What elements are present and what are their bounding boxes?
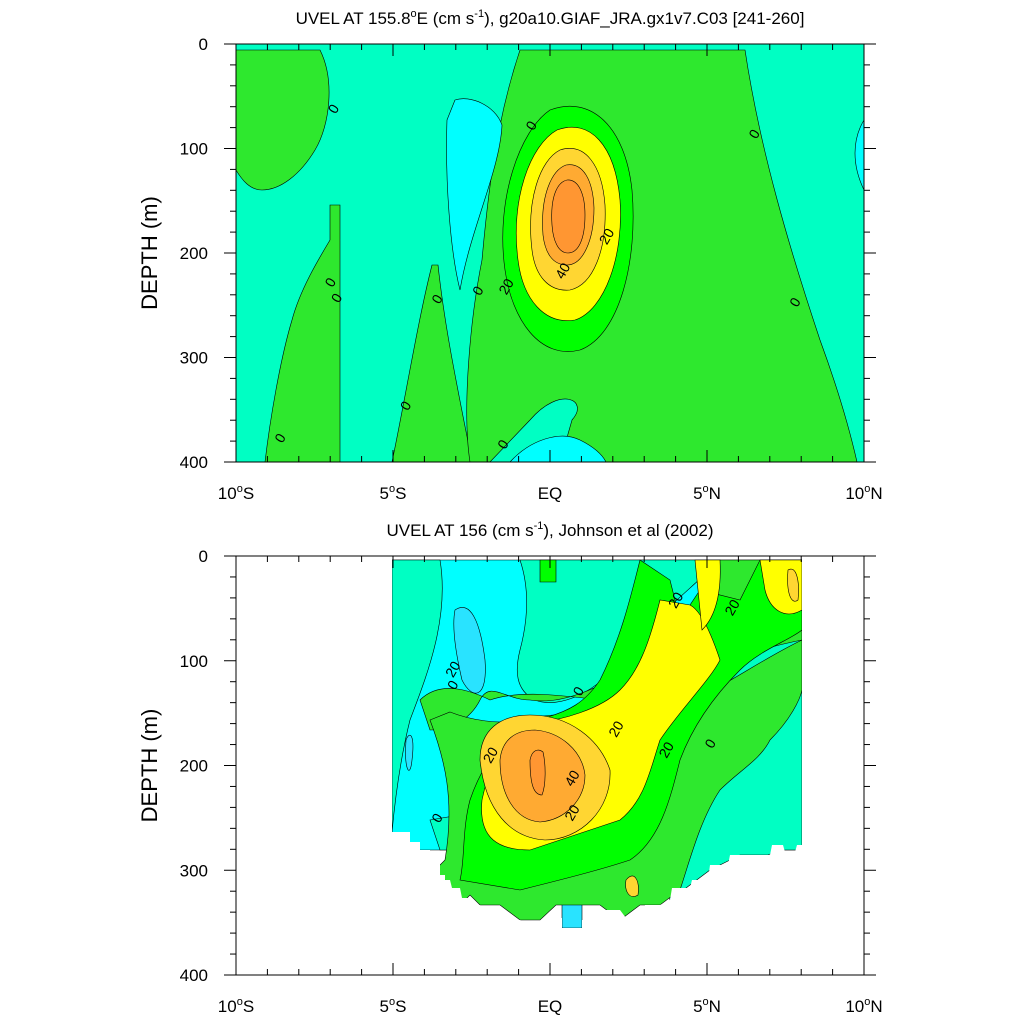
contour-region <box>509 435 607 463</box>
y-tick-label: 400 <box>180 966 208 985</box>
missing-data-mask <box>802 556 864 975</box>
y-tick-label: 100 <box>180 140 208 159</box>
x-axis: 10oS 5oS EQ 5oN 10oN <box>218 44 883 503</box>
contour-label: 20 <box>480 744 502 766</box>
y-tick-label: 200 <box>180 757 208 776</box>
contour-label: 20 <box>665 589 687 611</box>
chart-title: UVEL AT 155.8oE (cm s-1), g20a10.GIAF_JR… <box>296 8 805 28</box>
contour-region <box>787 568 799 602</box>
x-axis: 10oS 5oS EQ 5oN 10oN <box>218 556 883 1016</box>
x-tick-label: 10oN <box>845 996 882 1016</box>
x-tick-label: 5oS <box>380 483 407 503</box>
contour-region <box>453 607 486 694</box>
contour-label: 20 <box>721 596 743 618</box>
panel-observations: 10oS 5oS EQ 5oN 10oN 0 100 200 300 400 200 0 20 20 2… <box>137 520 883 1016</box>
missing-data-mask <box>392 832 802 975</box>
contour-label: 20 <box>495 276 517 298</box>
x-tick-label: 5oS <box>380 996 407 1016</box>
contour-region <box>235 49 330 191</box>
x-tick-label: 5oN <box>693 996 721 1016</box>
y-tick-label: 300 <box>180 349 208 368</box>
y-tick-label: 300 <box>180 861 208 880</box>
contour-region <box>391 559 443 833</box>
contour-fill <box>236 556 864 975</box>
contour-label: 20 <box>442 658 464 680</box>
contour-region <box>264 204 341 463</box>
x-tick-label: EQ <box>538 484 563 503</box>
contour-label: 20 <box>605 718 627 740</box>
contour-label: 20 <box>596 225 618 247</box>
x-tick-label: 5oN <box>693 483 721 503</box>
contour-label: 20 <box>655 739 677 761</box>
y-axis: 0 100 200 300 400 <box>180 547 876 985</box>
contour-region <box>446 98 503 291</box>
y-tick-label: 400 <box>180 453 208 472</box>
contour-region <box>625 875 639 897</box>
contour-region <box>539 559 557 583</box>
contour-region <box>694 559 721 631</box>
y-axis-label: DEPTH (m) <box>137 709 162 823</box>
x-tick-label: 10oS <box>218 996 254 1016</box>
x-tick-label: 10oS <box>218 483 254 503</box>
contour-fill <box>235 43 865 463</box>
y-tick-label: 200 <box>180 244 208 263</box>
y-tick-label: 0 <box>199 35 208 54</box>
missing-data-mask <box>236 556 392 975</box>
contour-label: 40 <box>552 260 574 282</box>
contour-label: 40 <box>561 767 583 789</box>
y-tick-label: 0 <box>199 547 208 566</box>
contour-region <box>391 264 473 463</box>
chart-title: UVEL AT 156 (cm s-1), Johnson et al (200… <box>387 520 714 540</box>
contour-region <box>405 735 414 771</box>
contour-label: 20 <box>561 802 583 824</box>
y-tick-label: 100 <box>180 652 208 671</box>
x-tick-label: EQ <box>538 997 563 1016</box>
contour-region <box>529 749 546 796</box>
y-axis: 0 100 200 300 400 <box>180 35 876 472</box>
x-tick-label: 10oN <box>845 483 882 503</box>
y-axis-label: DEPTH (m) <box>137 196 162 310</box>
contour-region <box>551 179 586 254</box>
